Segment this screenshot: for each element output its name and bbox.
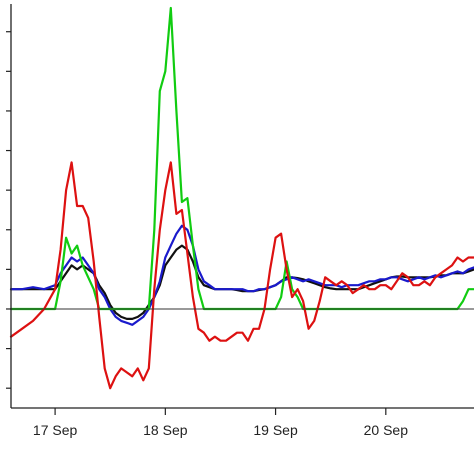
x-tick-label: 19 Sep (253, 422, 298, 438)
series-line-1 (9, 224, 474, 326)
y-axis-ticks (6, 31, 11, 389)
series-line-2 (9, 6, 474, 311)
series-layer (9, 6, 474, 390)
series-line-3 (9, 161, 474, 390)
x-tick-label: 18 Sep (143, 422, 188, 438)
x-tick-label: 17 Sep (33, 422, 78, 438)
x-tick-label: 20 Sep (364, 422, 409, 438)
x-axis-ticks: 17 Sep 18 Sep 19 Sep 20 Sep (33, 408, 408, 438)
